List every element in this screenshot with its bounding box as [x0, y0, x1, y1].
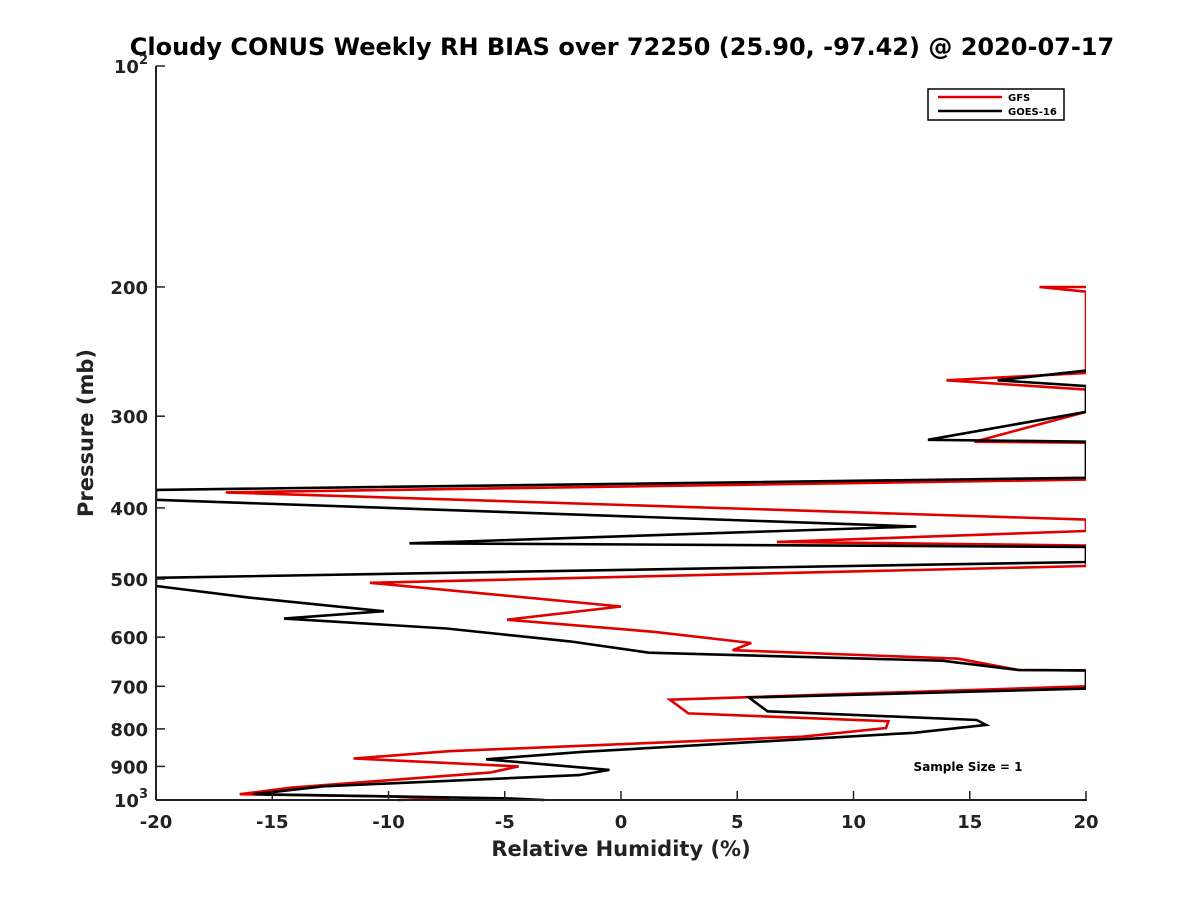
x-axis-label: Relative Humidity (%) — [491, 837, 750, 861]
x-axis-ticks: -20 -15 -10 -5 0 5 10 15 20 — [140, 791, 1099, 833]
y-axis-label: Pressure (mb) — [74, 349, 98, 517]
x-tick-label: 10 — [841, 812, 866, 833]
series-lines — [156, 285, 1086, 802]
y-tick-label: 900 — [110, 757, 148, 778]
chart-title: Cloudy CONUS Weekly RH BIAS over 72250 (… — [130, 33, 1114, 61]
x-tick-label: 15 — [957, 812, 982, 833]
y-axis-ticks: 102 200 300 400 500 600 700 800 900 103 — [110, 53, 165, 812]
x-tick-label: -15 — [256, 812, 289, 833]
x-tick-label: 20 — [1073, 812, 1098, 833]
legend-box — [927, 88, 1065, 121]
series-line-gfs — [225, 285, 1086, 802]
x-tick-label: -5 — [495, 812, 515, 833]
sample-size-annotation: Sample Size = 1 — [914, 760, 1023, 774]
legend: GFS GOES-16 — [927, 88, 1065, 121]
y-tick-label: 400 — [110, 499, 148, 520]
y-tick-label: 600 — [110, 628, 148, 649]
x-tick-label: -20 — [140, 812, 173, 833]
y-tick-label: 700 — [110, 677, 148, 698]
y-tick-label: 300 — [110, 407, 148, 428]
y-tick-label: 102 — [114, 53, 148, 78]
x-tick-label: 0 — [615, 812, 628, 833]
legend-label-goes16: GOES-16 — [1008, 107, 1057, 118]
x-tick-label: 5 — [731, 812, 744, 833]
series-line-goes16 — [156, 369, 1086, 802]
y-tick-label: 200 — [110, 278, 148, 299]
y-tick-label: 800 — [110, 720, 148, 741]
x-tick-label: -10 — [372, 812, 405, 833]
y-tick-label: 103 — [114, 787, 148, 812]
y-tick-label: 500 — [110, 570, 148, 591]
legend-label-gfs: GFS — [1008, 93, 1030, 104]
